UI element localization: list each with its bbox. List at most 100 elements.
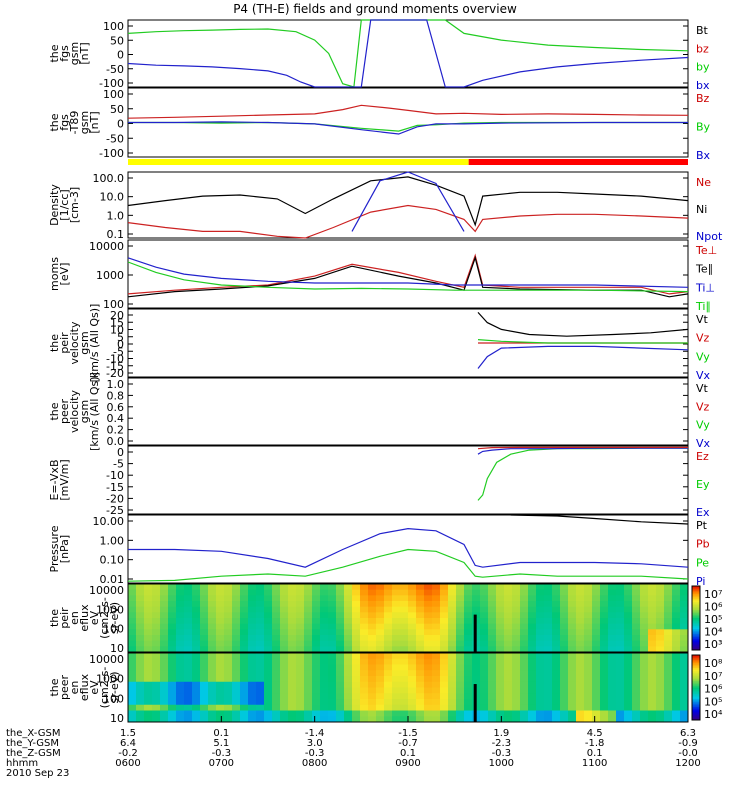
spectrogram-cell: [624, 699, 633, 706]
spectrogram-cell: [200, 629, 209, 636]
spectrogram-cell: [304, 670, 313, 677]
spectrogram-cell: [568, 635, 577, 642]
colorbar-cell: [692, 692, 700, 695]
spectrogram-cell: [360, 676, 369, 683]
spectrogram-cell: [600, 676, 609, 683]
spectrogram-cell: [520, 612, 529, 619]
y-axis-label-line: E=-VxB: [48, 459, 61, 500]
colorbar-cell: [692, 630, 700, 633]
colorbar-cell: [692, 655, 700, 658]
spectrogram-cell: [512, 699, 521, 706]
spectrogram-cell: [328, 716, 337, 723]
spectrogram-cell: [456, 606, 465, 613]
spectrogram-cell: [560, 664, 569, 671]
spectrogram-cell: [504, 589, 513, 596]
spectrogram-cell: [448, 601, 457, 608]
spectrogram-cell: [360, 623, 369, 630]
spectrogram-cell: [216, 676, 225, 683]
spectrogram-cell: [624, 612, 633, 619]
spectrogram-cell: [376, 704, 385, 711]
spectrogram-cell: [488, 646, 497, 653]
spectrogram-cell: [352, 658, 361, 665]
spectrogram-cell: [456, 653, 465, 660]
spectrogram-cell: [352, 618, 361, 625]
spectrogram-cell: [440, 653, 449, 660]
spectrogram-cell: [568, 601, 577, 608]
spectrogram-cell: [328, 595, 337, 602]
spectrogram-cell: [176, 635, 185, 642]
spectrogram-cell: [464, 589, 473, 596]
colorbar-frame: [691, 654, 701, 721]
orbit-footer: the_X-GSM the_Y-GSM the_Z-GSM hhmm 2010 …: [0, 728, 750, 798]
spectrogram-cell: [176, 676, 185, 683]
spectrogram-cell: [568, 584, 577, 591]
spectrogram-cell: [640, 670, 649, 677]
spectrogram-cell: [216, 670, 225, 677]
spectrogram-cell: [552, 658, 561, 665]
spectrogram-cell: [184, 664, 193, 671]
spectrogram-cell: [136, 640, 145, 647]
spectrogram-cell: [336, 693, 345, 700]
spectrogram-cell: [256, 716, 265, 723]
spectrogram-cell: [616, 681, 625, 688]
spectrogram-cell: [216, 646, 225, 653]
spectrogram-cell: [512, 618, 521, 625]
spectrogram-cell: [544, 704, 553, 711]
spectrogram-cell: [456, 664, 465, 671]
y-tick-label: 100: [103, 692, 124, 705]
spectrogram-cell: [600, 646, 609, 653]
spectrogram-cell: [616, 710, 625, 717]
spectrogram-cell: [616, 601, 625, 608]
colorbar-cell: [692, 695, 700, 698]
spectrogram-cell: [168, 601, 177, 608]
y-axis-label-line: (cm2-s-: [98, 667, 111, 709]
spectrogram-cell: [640, 606, 649, 613]
spectrogram-cell: [400, 687, 409, 694]
spectrogram-cell: [464, 693, 473, 700]
spectrogram-cell: [424, 618, 433, 625]
spectrogram-cell: [616, 687, 625, 694]
spectrogram-cell: [264, 716, 273, 723]
spectrogram-cell: [624, 646, 633, 653]
spectrogram-cell: [480, 670, 489, 677]
spectrogram-cell: [408, 601, 417, 608]
spectrogram-cell: [416, 716, 425, 723]
spectrogram-cell: [384, 623, 393, 630]
spectrogram-cell: [280, 687, 289, 694]
spectrogram-cell: [360, 664, 369, 671]
spectrogram-cell: [312, 635, 321, 642]
spectrogram-cell: [592, 699, 601, 706]
spectrogram-cell: [256, 595, 265, 602]
spectrogram-cell: [480, 664, 489, 671]
spectrogram-cell: [392, 584, 401, 591]
spectrogram-cell: [264, 618, 273, 625]
footer-row-label-x: the_X-GSM: [6, 728, 61, 739]
spectrogram-cell: [496, 664, 505, 671]
y-tick-label: 0.01: [100, 573, 125, 586]
spectrogram-cell: [544, 589, 553, 596]
spectrogram-cell: [216, 664, 225, 671]
spectrogram-cell: [264, 653, 273, 660]
spectrogram-cell: [136, 653, 145, 660]
spectrogram-cell: [576, 670, 585, 677]
spectrogram-cell: [488, 595, 497, 602]
spectrogram-cell: [640, 640, 649, 647]
spectrogram-cell: [496, 629, 505, 636]
spectrogram-cell: [672, 589, 681, 596]
spectrogram-cell: [408, 699, 417, 706]
spectrogram-cell: [544, 623, 553, 630]
spectrogram-cell: [536, 653, 545, 660]
spectrogram-cell: [272, 710, 281, 717]
spectrogram-cell: [304, 629, 313, 636]
spectrogram-cell: [576, 635, 585, 642]
spectrogram-cell: [488, 693, 497, 700]
spectrogram-cell: [160, 699, 169, 706]
spectrogram-cell: [368, 710, 377, 717]
spectrogram-cell: [296, 710, 305, 717]
spectrogram-cell: [448, 653, 457, 660]
spectrogram-cell: [200, 716, 209, 723]
y-axis-label-line: eV: [88, 610, 101, 625]
spectrogram-cell: [384, 664, 393, 671]
spectrogram-cell: [576, 687, 585, 694]
